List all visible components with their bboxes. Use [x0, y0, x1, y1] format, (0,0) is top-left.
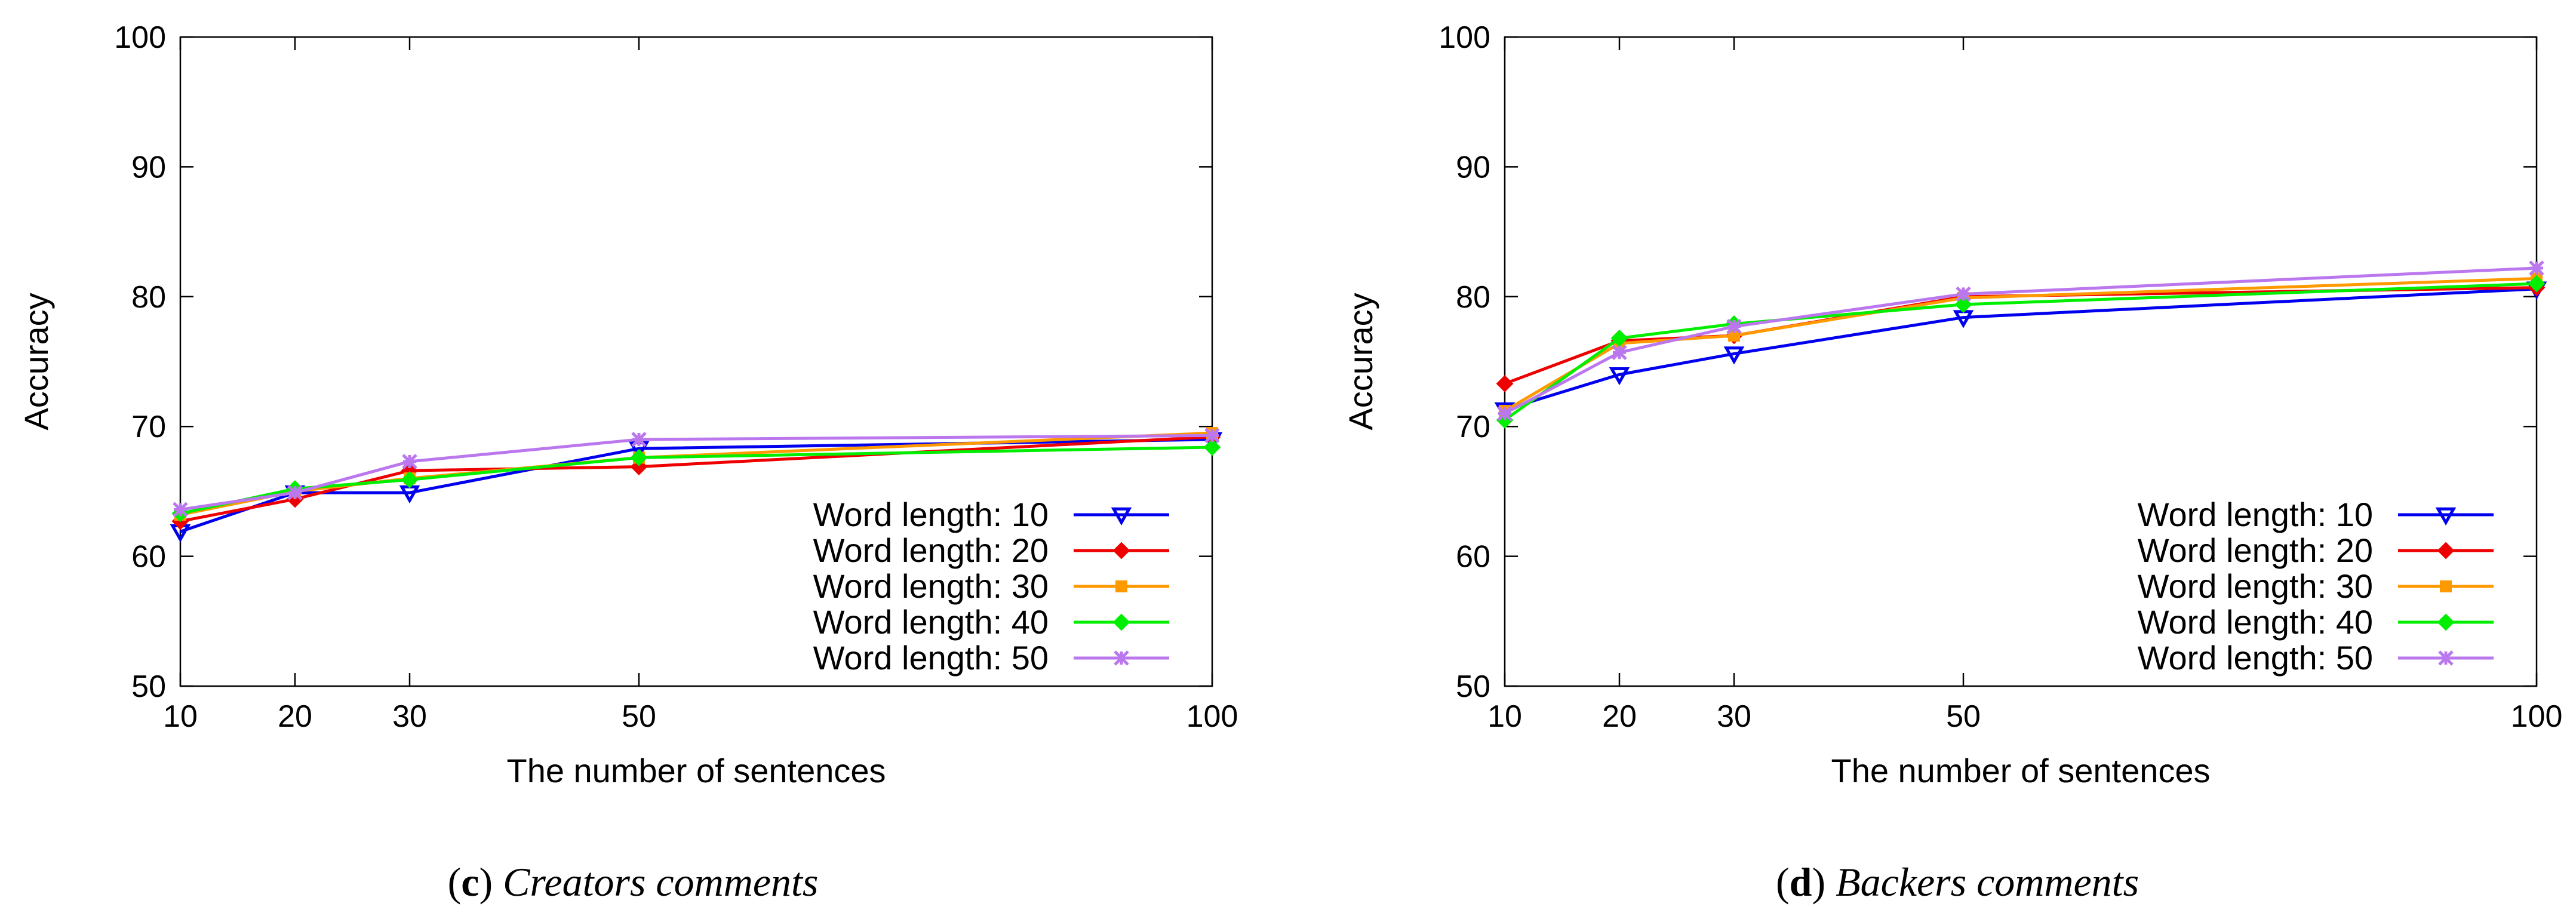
caption-letter: d: [1790, 859, 1812, 905]
chart-panel-d: 50 60 70 80 90 100 10 20 30 50 100 The number of se…: [1342, 20, 2562, 905]
y-tick-label: 50: [1456, 669, 1490, 704]
data-point: [1956, 286, 1971, 302]
caption-letter: c: [461, 859, 479, 905]
y-tick-label: 70: [1456, 410, 1490, 444]
caption-title: Creators comments: [503, 859, 818, 905]
y-axis-label: Accuracy: [17, 293, 55, 430]
series-5: [173, 428, 1220, 518]
data-point: [173, 502, 188, 518]
legend-entry-label: Word length: 50: [813, 639, 1049, 677]
panel-caption: (d) Backers comments: [1776, 859, 2139, 905]
y-tick-label: 70: [131, 410, 166, 444]
data-point: [1954, 296, 1972, 313]
y-tick-label: 60: [1456, 540, 1490, 574]
series-line: [1504, 287, 2537, 411]
legend-entry-label: Word length: 20: [813, 531, 1049, 569]
series-4: [1496, 275, 2546, 429]
x-axis-label: The number of sentences: [1831, 752, 2210, 789]
legend-marker: [1115, 580, 1127, 592]
y-tick-label: 90: [131, 150, 166, 185]
legend-marker: [1111, 507, 1132, 526]
x-tick-label: 50: [1946, 699, 1981, 734]
data-point: [631, 432, 647, 447]
series-2: [171, 428, 1221, 530]
legend-marker: [1114, 650, 1129, 666]
plot-frame: [1504, 36, 2538, 687]
caption-paren-open: (: [448, 859, 462, 905]
legend-marker: [2437, 613, 2455, 631]
x-tick-label: 10: [163, 699, 198, 734]
x-tick-label: 100: [2511, 699, 2563, 734]
data-point: [1612, 345, 1627, 361]
legend-entry-label: Word length: 40: [2138, 603, 2373, 641]
legend-entry-label: Word length: 30: [2138, 567, 2373, 605]
caption-paren-open: (: [1776, 859, 1790, 905]
data-point: [2528, 275, 2546, 293]
caption-paren-close: ): [479, 859, 503, 905]
data-point: [1496, 375, 1514, 392]
x-tick-label: 30: [1717, 699, 1751, 734]
data-point: [402, 454, 417, 469]
y-tick-label: 50: [131, 669, 166, 704]
data-point: [1609, 367, 1630, 386]
y-tick-label: 60: [131, 540, 166, 574]
data-point: [1203, 438, 1221, 456]
y-tick-label: 100: [114, 20, 166, 55]
x-tick-label: 10: [1487, 699, 1522, 734]
data-point: [630, 448, 648, 466]
x-tick-label: 30: [392, 699, 427, 734]
x-tick-label: 100: [1186, 699, 1238, 734]
legend-marker: [2437, 542, 2455, 560]
y-axis-label: Accuracy: [1342, 293, 1379, 430]
legend-entry-label: Word length: 10: [813, 496, 1049, 533]
x-axis-label: The number of sentences: [506, 752, 886, 789]
plot-frame: [179, 36, 1213, 687]
panel-caption: (c) Creators comments: [448, 859, 819, 905]
series-line: [1504, 282, 2537, 422]
data-point: [401, 471, 419, 488]
legend-marker: [1112, 613, 1130, 631]
caption-paren-close: ): [1812, 859, 1836, 905]
x-tick-label: 50: [622, 699, 656, 734]
data-point: [287, 485, 303, 500]
legend-marker: [2435, 507, 2457, 526]
x-tick-label: 20: [1602, 699, 1637, 734]
legend-marker: [1112, 542, 1130, 560]
legend-entry-label: Word length: 20: [2138, 531, 2373, 569]
data-point: [1723, 346, 1745, 365]
legend-marker: [2440, 580, 2452, 592]
x-tick-label: 20: [278, 699, 312, 734]
legend-entry-label: Word length: 10: [2138, 496, 2373, 533]
y-tick-label: 80: [1456, 280, 1490, 315]
legend-entry-label: Word length: 30: [813, 567, 1049, 605]
chart-panel-c: 50 60 70 80 90 100 10 20 30 50 100 The number of se…: [17, 20, 1238, 905]
series-4: [171, 438, 1221, 522]
data-point: [2529, 260, 2544, 276]
data-point: [1204, 428, 1220, 444]
y-tick-label: 90: [1456, 150, 1490, 185]
caption-title: Backers comments: [1836, 859, 2139, 905]
data-point: [1726, 319, 1742, 334]
legend-entry-label: Word length: 40: [813, 603, 1049, 641]
data-point: [1728, 330, 1740, 342]
data-point: [1497, 405, 1513, 422]
y-tick-label: 80: [131, 280, 166, 315]
y-tick-label: 100: [1438, 20, 1490, 55]
legend-marker: [2438, 650, 2454, 666]
series-5: [1497, 260, 2544, 422]
legend-entry-label: Word length: 50: [2138, 639, 2373, 677]
